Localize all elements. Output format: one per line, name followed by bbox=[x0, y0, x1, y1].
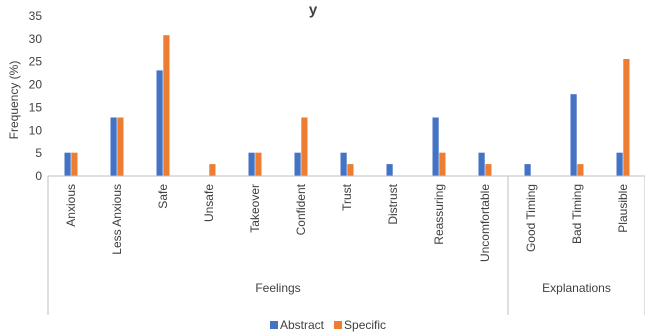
bar-abstract bbox=[110, 117, 117, 176]
bar-abstract bbox=[616, 152, 623, 176]
bar-abstract bbox=[570, 94, 577, 176]
bar-specific bbox=[117, 117, 124, 176]
bar-abstract bbox=[478, 152, 485, 176]
bar-specific bbox=[439, 152, 446, 176]
bar-specific bbox=[347, 164, 354, 176]
legend-label: Specific bbox=[344, 318, 386, 332]
x-tick-label: Confident bbox=[294, 183, 308, 235]
bar-abstract bbox=[432, 117, 439, 176]
legend-swatch bbox=[270, 321, 278, 329]
y-tick-label: 25 bbox=[29, 55, 43, 69]
x-tick-label: Uncomfortable bbox=[478, 184, 492, 262]
x-tick-label: Unsafe bbox=[202, 184, 216, 222]
bar-abstract bbox=[156, 70, 163, 176]
x-tick-label: Less Anxious bbox=[110, 184, 124, 255]
x-tick-label: Anxious bbox=[64, 184, 78, 227]
y-tick-label: 15 bbox=[29, 100, 43, 114]
bar-specific bbox=[485, 164, 492, 176]
y-tick-label: 20 bbox=[29, 78, 43, 92]
bar-abstract bbox=[294, 152, 301, 176]
x-tick-label: Reassuring bbox=[432, 184, 446, 245]
bar-specific bbox=[209, 164, 216, 176]
bar-abstract bbox=[524, 164, 531, 176]
x-tick-label: Good Timing bbox=[524, 184, 538, 252]
x-tick-label: Plausible bbox=[616, 184, 630, 233]
bar-specific bbox=[71, 152, 78, 176]
bar-specific bbox=[301, 117, 308, 176]
legend-label: Abstract bbox=[280, 318, 325, 332]
legend: Abstract Specific bbox=[270, 318, 386, 332]
x-tick-label: Bad Timing bbox=[570, 184, 584, 244]
chart-title: y bbox=[309, 1, 318, 18]
group-label: Explanations bbox=[542, 281, 611, 295]
bar-abstract bbox=[64, 152, 71, 176]
x-tick-label: Distrust bbox=[386, 183, 400, 224]
legend-swatch bbox=[334, 321, 343, 329]
y-axis-label: Frequency (%) bbox=[7, 61, 21, 140]
x-tick-label: Trust bbox=[340, 183, 354, 211]
y-tick-label: 5 bbox=[35, 146, 42, 160]
x-axis: Anxious Less Anxious Safe Unsafe Takeover Con… bbox=[47, 175, 645, 315]
x-tick-label: Safe bbox=[156, 184, 170, 209]
bar-abstract bbox=[340, 152, 347, 176]
y-tick-label: 10 bbox=[29, 123, 43, 137]
y-tick-label: 35 bbox=[29, 9, 43, 23]
bar-abstract bbox=[386, 164, 393, 176]
y-tick-label: 0 bbox=[35, 169, 42, 183]
bar-specific bbox=[577, 164, 584, 176]
bar-specific bbox=[623, 58, 630, 176]
x-tick-label: Takeover bbox=[248, 184, 262, 233]
bar-specific bbox=[163, 35, 170, 177]
y-tick-label: 30 bbox=[29, 32, 43, 46]
y-axis: 0 5 10 15 20 25 30 35 bbox=[29, 9, 43, 183]
bar-abstract bbox=[248, 152, 255, 176]
group-label: Feelings bbox=[255, 281, 300, 295]
bar-specific bbox=[255, 152, 262, 176]
bars bbox=[64, 35, 630, 177]
